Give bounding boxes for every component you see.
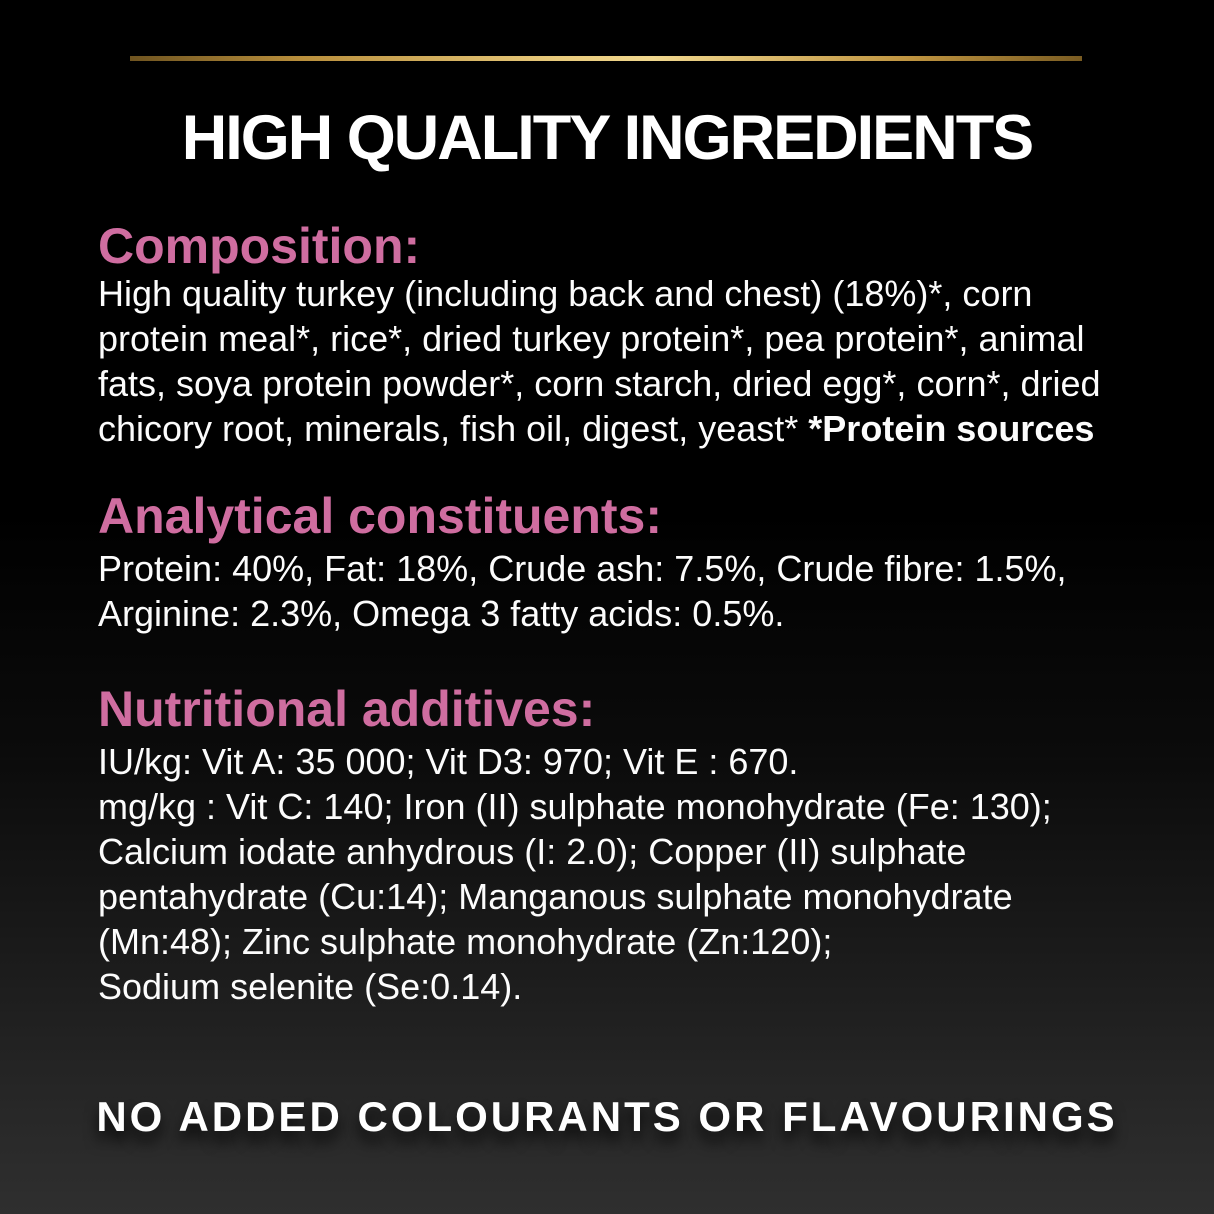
- protein-sources-note: *Protein sources: [808, 408, 1095, 449]
- composition-body: High quality turkey (including back and …: [98, 271, 1174, 451]
- composition-ingredients-text: High quality turkey (including back and …: [98, 273, 1101, 449]
- analytical-constituents-heading: Analytical constituents:: [98, 488, 662, 544]
- nutritional-additives-heading: Nutritional additives:: [98, 681, 596, 737]
- nutritional-additives-body: IU/kg: Vit A: 35 000; Vit D3: 970; Vit E…: [98, 741, 1052, 1007]
- gold-divider-line: [130, 56, 1082, 61]
- no-additives-claim: NO ADDED COLOURANTS OR FLAVOURINGS: [96, 1093, 1118, 1140]
- analytical-constituents-body: Protein: 40%, Fat: 18%, Crude ash: 7.5%,…: [98, 548, 1067, 634]
- composition-heading: Composition:: [98, 218, 421, 274]
- page-title: HIGH QUALITY INGREDIENTS: [181, 103, 1034, 173]
